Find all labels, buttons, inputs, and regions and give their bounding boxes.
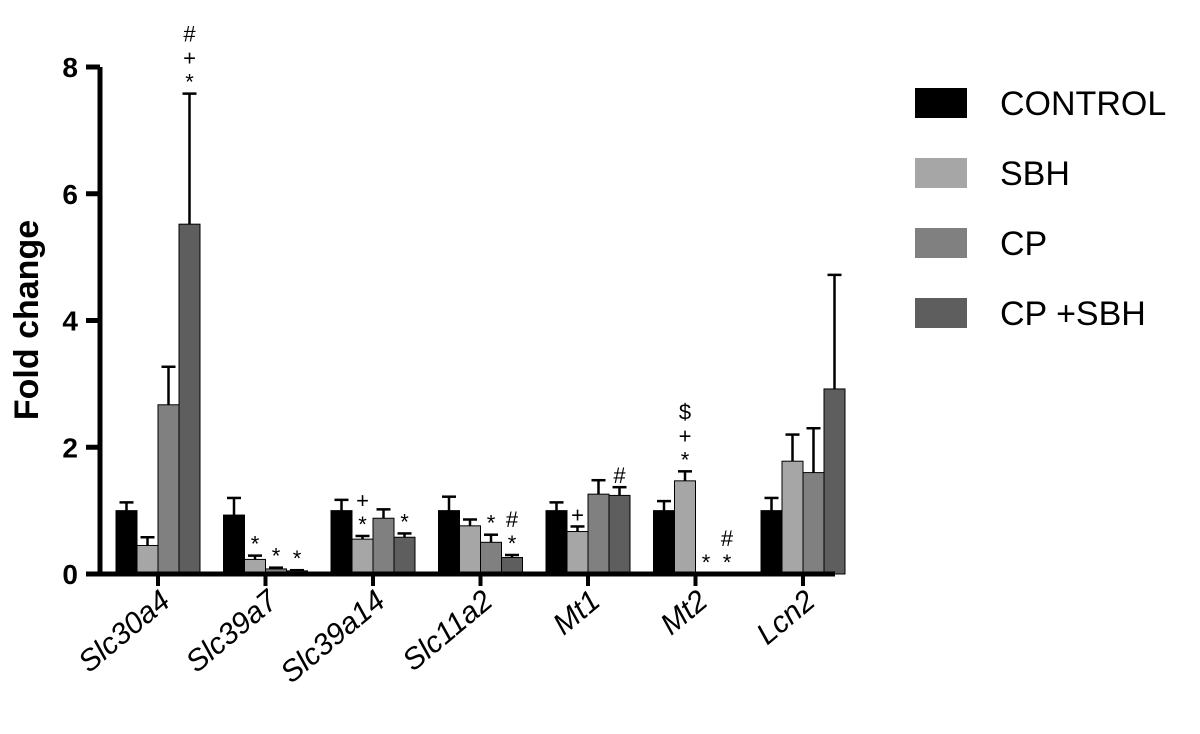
significance-mark: # [506,507,519,532]
y-tick-label: 0 [62,559,78,590]
significance-mark: + [571,502,584,527]
bar [178,223,201,575]
bars-layer: *+#* * **+* **# +#*+$* *# [115,22,846,575]
significance-mark: * [358,512,367,537]
bar [438,510,460,575]
legend-swatch [915,158,967,188]
significance-mark: * [723,550,732,575]
bar [459,525,481,575]
legend-swatch [915,298,967,328]
bar [115,510,138,575]
y-tick-label: 8 [62,52,78,83]
y-tick-label: 4 [62,306,78,337]
bar [760,510,783,575]
bar [157,404,180,575]
significance-mark: # [721,526,734,551]
legend-swatch [915,228,967,258]
bar [823,388,846,575]
y-tick-label: 2 [62,432,78,463]
bar [223,514,245,575]
significance-mark: * [293,546,302,571]
bar [802,472,825,575]
significance-mark: * [508,531,517,556]
significance-mark: * [400,509,409,534]
x-tick-label: Mt1 [547,584,607,641]
legend-swatch [915,88,967,118]
significance-mark: $ [679,399,691,424]
significance-mark: + [183,46,196,71]
x-tick-label: Slc39a7 [180,583,285,679]
y-axis-title: Fold change [8,220,46,420]
significance-mark: # [613,463,626,488]
significance-mark: + [356,488,369,513]
bar [545,510,568,575]
bar [330,510,353,575]
bar [653,510,675,575]
legend: CONTROL SBH CP CP +SBH [915,85,1166,333]
significance-mark: * [185,70,194,95]
bar [372,517,395,575]
legend-label: CP [1000,225,1047,263]
bar [608,494,631,575]
bar [674,480,696,575]
bar [480,541,502,575]
bar [136,544,159,575]
bar [351,538,374,575]
significance-mark: * [251,532,260,557]
significance-mark: * [702,550,711,575]
bar [566,531,589,575]
significance-mark: * [487,511,496,536]
x-tick-label: Lcn2 [750,584,821,651]
significance-mark: * [272,544,281,569]
significance-mark: # [183,22,196,47]
legend-label: CP +SBH [1000,295,1146,333]
x-tick-label: Mt2 [654,584,714,642]
bar [393,536,416,575]
bar [781,460,804,575]
x-tick-label: Slc11a2 [396,584,499,678]
bar [587,493,610,575]
y-tick-label: 6 [62,179,78,210]
legend-label: CONTROL [1000,85,1166,123]
x-tick-label: Slc39a14 [274,584,391,690]
x-tick-label: Slc30a4 [72,584,176,679]
legend-label: SBH [1000,155,1070,193]
significance-mark: + [679,423,692,448]
significance-mark: * [681,447,690,472]
